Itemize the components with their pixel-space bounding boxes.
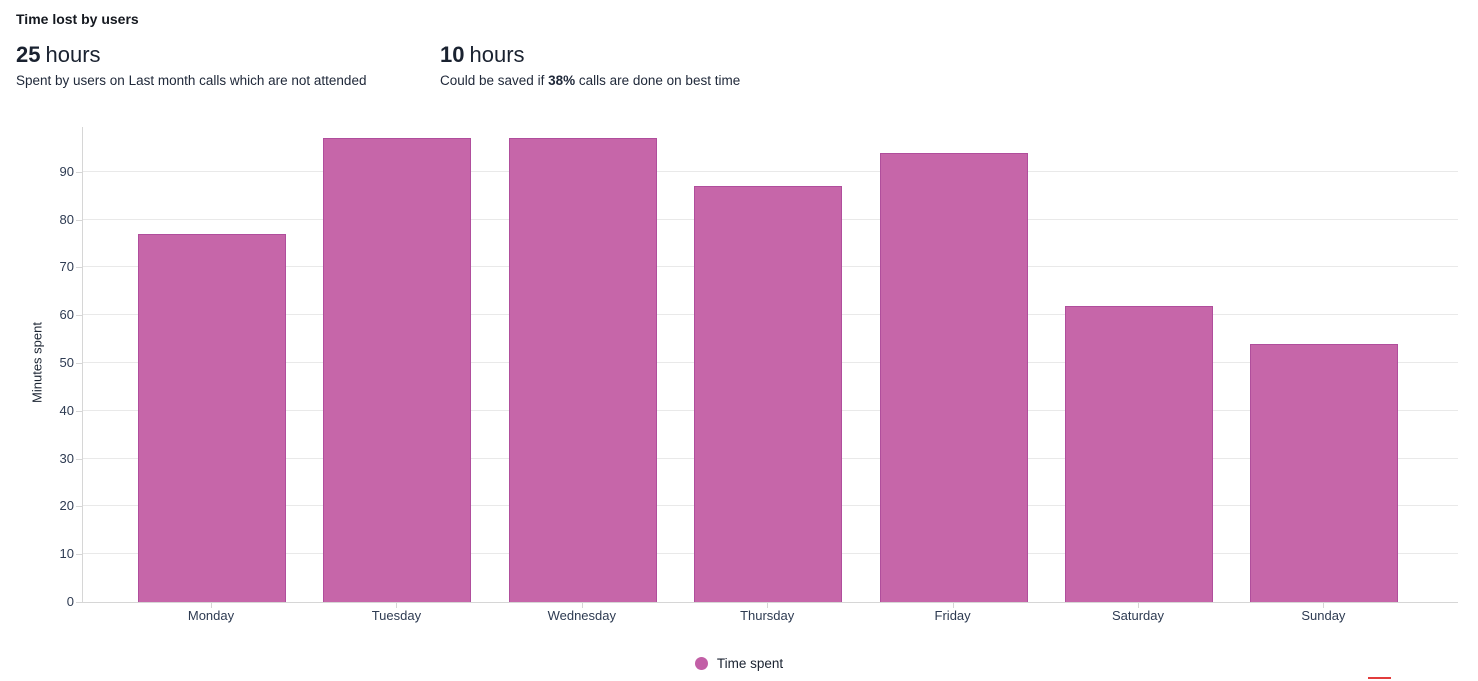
stat-value: 25	[16, 42, 41, 67]
stat-time-savable-value-line: 10 hours	[440, 42, 740, 68]
x-tick-label-tuesday: Tuesday	[371, 608, 422, 623]
gridline	[83, 170, 1458, 172]
y-tick-label: 40	[59, 402, 74, 418]
legend: Time spent	[0, 656, 1478, 671]
y-tick-label: 90	[59, 163, 74, 179]
bar-friday[interactable]	[879, 152, 1028, 602]
x-tick-mark	[581, 603, 583, 608]
legend-dot-icon	[694, 657, 708, 670]
y-tick-mark	[76, 410, 82, 412]
y-tick-label: 80	[59, 211, 74, 227]
bar-monday[interactable]	[138, 233, 286, 602]
y-tick-mark	[76, 458, 82, 460]
x-tick-mark	[396, 603, 398, 608]
x-tick-mark	[952, 603, 954, 608]
y-tick-label: 70	[59, 259, 74, 275]
legend-label: Time spent	[716, 656, 784, 671]
y-tick-mark	[76, 554, 82, 556]
x-tick-label-sunday: Sunday	[1301, 608, 1346, 623]
x-tick-mark	[1138, 603, 1139, 608]
stat-time-lost-value-line: 25 hours	[16, 42, 366, 68]
bar-wednesday[interactable]	[508, 138, 657, 602]
stat-time-savable: 10 hours Could be saved if 38% calls are …	[440, 42, 740, 89]
y-tick-mark	[76, 267, 82, 269]
x-tick-label-monday: Monday	[187, 608, 235, 623]
stat-description: Spent by users on Last month calls which…	[16, 73, 367, 88]
y-tick-mark	[76, 602, 82, 603]
stat-unit: hours	[469, 42, 525, 67]
y-tick-mark	[76, 363, 82, 364]
red-underline	[1368, 677, 1391, 679]
y-tick-label: 20	[59, 498, 74, 514]
stat-unit: hours	[45, 42, 101, 67]
legend-item-time-spent[interactable]: Time spent	[694, 656, 784, 671]
x-tick-mark	[1323, 603, 1325, 608]
y-tick-mark	[76, 219, 82, 221]
bar-sunday[interactable]	[1250, 343, 1399, 602]
y-tick-label: 30	[59, 450, 74, 466]
y-tick-label: 10	[59, 546, 74, 562]
x-tick-label-friday: Friday	[934, 608, 971, 623]
bar-thursday[interactable]	[694, 186, 843, 602]
bar-saturday[interactable]	[1065, 305, 1213, 602]
stat-description: Could be saved if 38% calls are done on …	[440, 73, 741, 88]
x-tick-label-thursday: Thursday	[740, 608, 795, 623]
x-tick-mark	[211, 603, 212, 608]
y-tick-label: 60	[59, 307, 74, 323]
y-tick-label: 0	[66, 594, 74, 609]
y-tick-mark	[76, 315, 82, 317]
y-tick-mark	[76, 506, 82, 508]
page-title: Time lost by users	[16, 11, 139, 27]
y-tick-label: 50	[59, 355, 74, 370]
plot-area	[82, 127, 1458, 603]
x-tick-mark	[767, 603, 769, 608]
stat-time-lost: 25 hours Spent by users on Last month cal…	[16, 42, 366, 89]
x-tick-label-saturday: Saturday	[1111, 608, 1165, 623]
x-tick-label-wednesday: Wednesday	[547, 608, 616, 623]
stat-value: 10	[440, 42, 465, 67]
bar-tuesday[interactable]	[323, 138, 472, 602]
y-tick-mark	[76, 171, 82, 173]
